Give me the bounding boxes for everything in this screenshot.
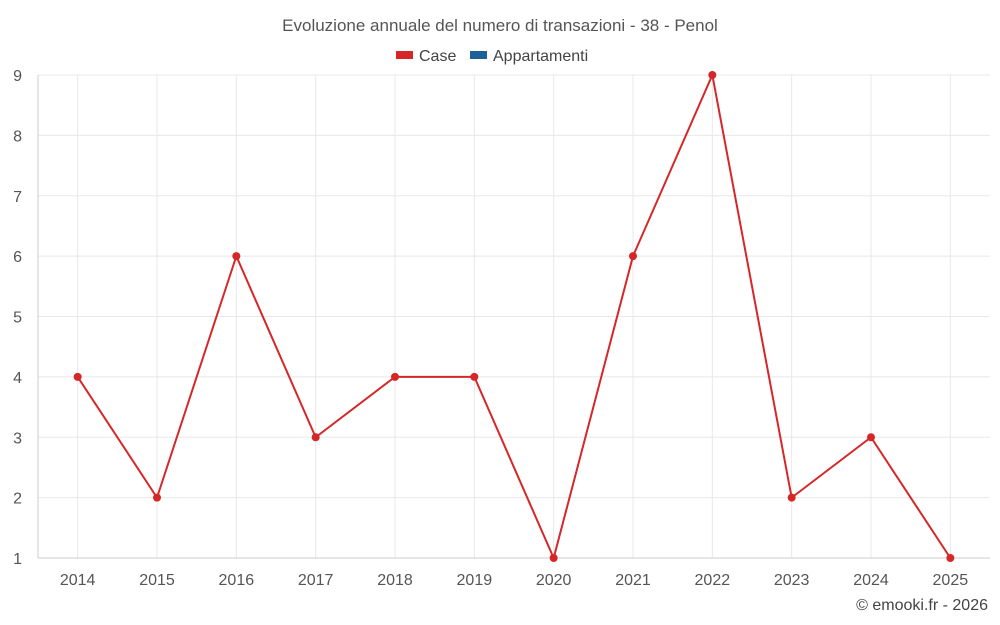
y-tick-label: 3 bbox=[13, 430, 22, 447]
x-tick-label: 2024 bbox=[853, 572, 889, 589]
x-tick-label: 2016 bbox=[219, 572, 255, 589]
y-tick-label: 6 bbox=[13, 249, 22, 266]
x-tick-label: 2019 bbox=[457, 572, 493, 589]
data-point[interactable] bbox=[787, 493, 796, 502]
data-point[interactable] bbox=[391, 372, 399, 381]
data-point[interactable] bbox=[867, 433, 875, 442]
data-point[interactable] bbox=[629, 252, 637, 261]
data-point[interactable] bbox=[153, 493, 161, 502]
x-tick-label: 2018 bbox=[377, 572, 413, 589]
y-tick-label: 5 bbox=[13, 310, 22, 327]
legend-label-appartamenti[interactable]: Appartamenti bbox=[493, 48, 588, 65]
y-tick-label: 1 bbox=[13, 551, 22, 568]
series-case bbox=[73, 71, 955, 562]
y-tick-label: 2 bbox=[13, 491, 22, 508]
credit-text: © emooki.fr - 2026 bbox=[856, 597, 988, 614]
legend: Case Appartamenti bbox=[396, 48, 588, 65]
x-tick-label: 2020 bbox=[536, 572, 572, 589]
legend-label-case[interactable]: Case bbox=[419, 48, 456, 65]
x-tick-label: 2021 bbox=[615, 572, 651, 589]
legend-swatch-case bbox=[396, 51, 413, 59]
data-point[interactable] bbox=[73, 372, 82, 381]
data-point[interactable] bbox=[549, 554, 558, 562]
data-point[interactable] bbox=[311, 433, 320, 442]
x-tick-label: 2014 bbox=[60, 572, 96, 589]
x-axis-ticks: 2014 2015 2016 2017 2018 2019 2020 2021 2022 2023… bbox=[60, 572, 968, 589]
data-point[interactable] bbox=[946, 554, 955, 562]
axes bbox=[37, 75, 990, 559]
chart-title: Evoluzione annuale del numero di transaz… bbox=[282, 16, 718, 35]
series-line-case bbox=[76, 74, 952, 559]
grid bbox=[38, 74, 990, 558]
data-point[interactable] bbox=[232, 252, 241, 261]
y-tick-label: 9 bbox=[13, 68, 22, 85]
y-axis-ticks: 1 2 3 4 5 6 7 8 9 bbox=[13, 68, 22, 568]
y-tick-label: 7 bbox=[13, 189, 22, 206]
data-point[interactable] bbox=[708, 71, 717, 79]
data-point[interactable] bbox=[470, 372, 479, 381]
legend-swatch-appartamenti bbox=[470, 51, 487, 59]
x-tick-label: 2015 bbox=[139, 572, 175, 589]
x-tick-label: 2025 bbox=[933, 572, 969, 589]
x-tick-label: 2017 bbox=[298, 572, 334, 589]
x-tick-label: 2023 bbox=[774, 572, 810, 589]
y-tick-label: 8 bbox=[13, 128, 22, 145]
x-tick-label: 2022 bbox=[695, 572, 731, 589]
y-tick-label: 4 bbox=[13, 370, 22, 387]
